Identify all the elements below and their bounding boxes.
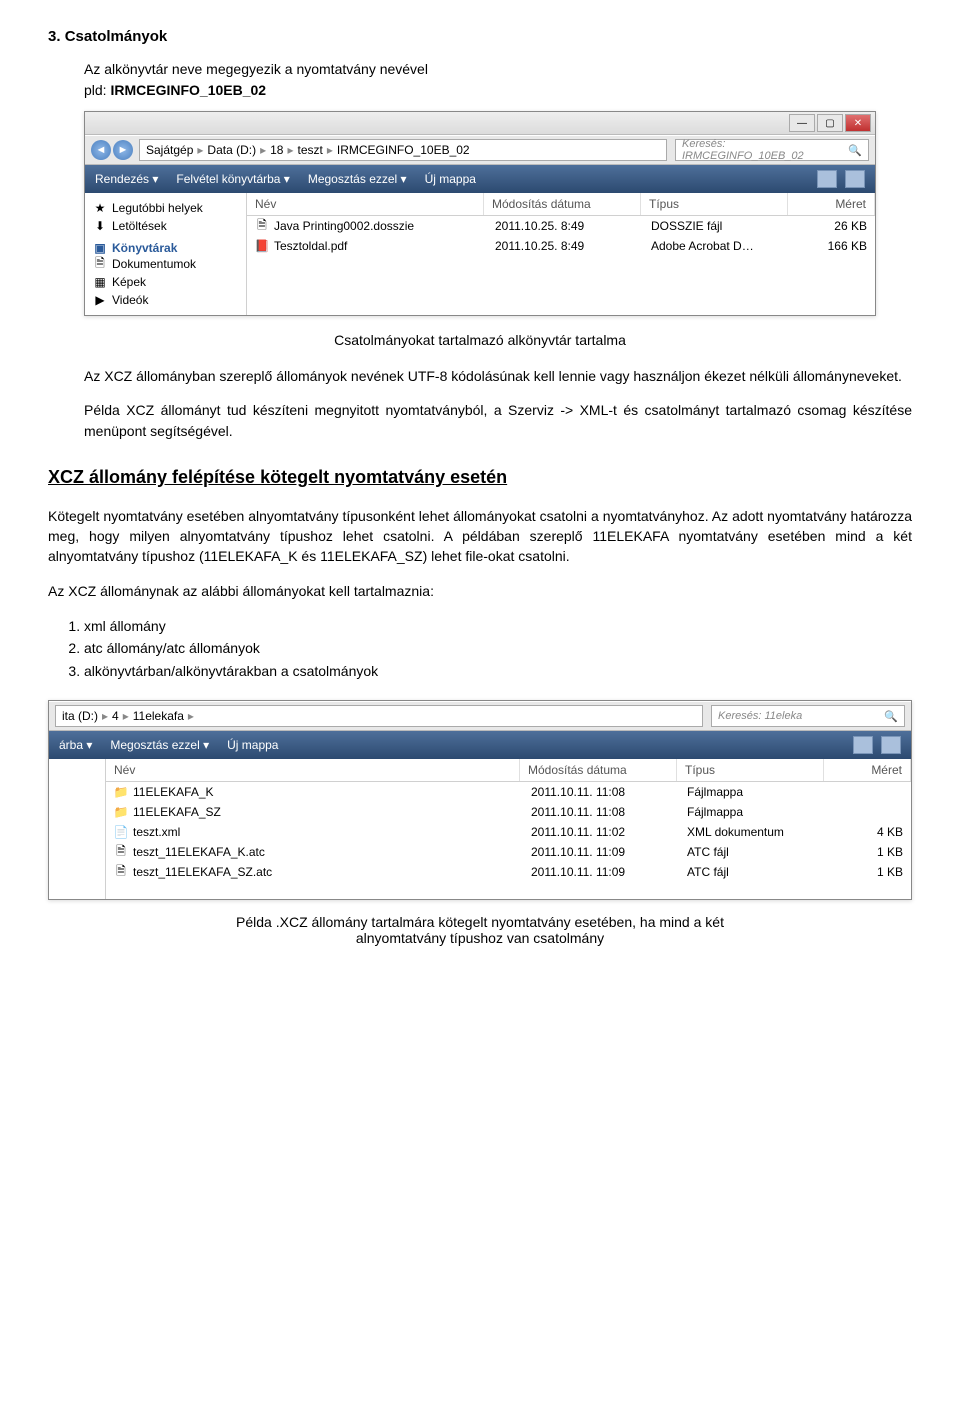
screenshot1-caption: Csatolmányokat tartalmazó alkönyvtár tar… [48, 332, 912, 348]
file-icon: 🗎 [114, 865, 128, 879]
star-icon: ★ [93, 201, 107, 215]
maximize-button[interactable]: ▢ [817, 114, 843, 132]
pdf-icon: 📕 [255, 239, 269, 253]
pic-icon: ▦ [93, 275, 107, 289]
intro-line2: pld: IRMCEGINFO_10EB_02 [84, 80, 912, 101]
xml-icon: 📄 [114, 825, 128, 839]
breadcrumb[interactable]: ita (D:)▸ 4▸ 11elekafa▸ [55, 705, 703, 727]
column-date[interactable]: Módosítás dátuma [484, 193, 641, 215]
sort-button[interactable]: Rendezés ▾ [95, 172, 158, 186]
sidebar-documents[interactable]: 🗎 Dokumentumok [93, 255, 238, 273]
file-list-ol: xml állomány atc állomány/atc állományok… [66, 615, 912, 682]
heading-xcz: XCZ állomány felépítése kötegelt nyomtat… [48, 467, 912, 488]
file-list-header: Név Módosítás dátuma Típus Méret [247, 193, 875, 216]
column-size[interactable]: Méret [824, 759, 911, 781]
address-bar: ◄ ► Sajátgép▸ Data (D:)▸ 18▸ teszt▸ IRMC… [85, 135, 875, 165]
nav-back-icon[interactable]: ◄ [91, 140, 111, 160]
view-preview-icon[interactable] [881, 736, 901, 754]
sidebar-recent[interactable]: ★ Legutóbbi helyek [93, 199, 238, 217]
column-name[interactable]: Név [106, 759, 520, 781]
sidebar-pictures[interactable]: ▦ Képek [93, 273, 238, 291]
paragraph-example: Példa XCZ állományt tud készíteni megnyi… [84, 400, 912, 441]
section-title: 3. Csatolmányok [48, 28, 912, 45]
file-list-header: Név Módosítás dátuma Típus Méret [106, 759, 911, 782]
file-row[interactable]: 🗎teszt_11ELEKAFA_SZ.atc 2011.10.11. 11:0… [106, 862, 911, 882]
explorer-toolbar: Rendezés ▾ Felvétel könyvtárba ▾ Megoszt… [85, 165, 875, 193]
view-details-icon[interactable] [817, 170, 837, 188]
vid-icon: ▶ [93, 293, 107, 307]
new-folder-button[interactable]: Új mappa [227, 738, 278, 752]
intro-block: Az alkönyvtár neve megegyezik a nyomtatv… [84, 59, 912, 101]
file-row[interactable]: 🗎teszt_11ELEKAFA_K.atc 2011.10.11. 11:09… [106, 842, 911, 862]
section-name: Csatolmányok [65, 28, 168, 45]
paragraph-batch: Kötegelt nyomtatvány esetében alnyomtatv… [48, 506, 912, 567]
chevron-icon: ▸ [197, 143, 203, 157]
search-input[interactable]: Keresés: 11eleka 🔍 [711, 705, 905, 727]
search-input[interactable]: Keresés: IRMCEGINFO_10EB_02 🔍 [675, 139, 869, 161]
screenshot2-caption: Példa .XCZ állomány tartalmára kötegelt … [48, 914, 912, 946]
add-to-library-button[interactable]: Felvétel könyvtárba ▾ [176, 172, 289, 186]
add-to-library-button[interactable]: árba ▾ [59, 738, 92, 752]
view-preview-icon[interactable] [845, 170, 865, 188]
file-list: Név Módosítás dátuma Típus Méret 🗎Java P… [247, 193, 875, 315]
column-size[interactable]: Méret [788, 193, 875, 215]
intro-line1: Az alkönyvtár neve megegyezik a nyomtatv… [84, 59, 912, 80]
file-icon: 🗎 [114, 845, 128, 859]
file-list: Név Módosítás dátuma Típus Méret 📁11ELEK… [106, 759, 911, 899]
sidebar-videos[interactable]: ▶ Videók [93, 291, 238, 309]
paragraph-utf8: Az XCZ állományban szereplő állományok n… [84, 366, 912, 386]
search-icon: 🔍 [884, 710, 898, 723]
column-type[interactable]: Típus [677, 759, 824, 781]
share-button[interactable]: Megosztás ezzel ▾ [308, 172, 407, 186]
file-row[interactable]: 📕Tesztoldal.pdf 2011.10.25. 8:49 Adobe A… [247, 236, 875, 256]
new-folder-button[interactable]: Új mappa [425, 172, 476, 186]
nav-forward-icon[interactable]: ► [113, 140, 133, 160]
list-item: xml állomány [84, 615, 912, 637]
file-icon: 🗎 [255, 219, 269, 233]
paragraph-must-contain: Az XCZ állománynak az alábbi állományoka… [48, 581, 912, 601]
window-titlebar: — ▢ ✕ [85, 112, 875, 135]
download-icon: ⬇ [93, 219, 107, 233]
address-bar: ita (D:)▸ 4▸ 11elekafa▸ Keresés: 11eleka… [49, 701, 911, 731]
list-item: atc állomány/atc állományok [84, 637, 912, 659]
close-button[interactable]: ✕ [845, 114, 871, 132]
column-date[interactable]: Módosítás dátuma [520, 759, 677, 781]
folder-icon: 📁 [114, 785, 128, 799]
sidebar-libraries[interactable]: ▣ Könyvtárak [93, 241, 238, 255]
explorer-sidebar [49, 759, 106, 899]
folder-icon: 📁 [114, 805, 128, 819]
explorer-sidebar: ★ Legutóbbi helyek ⬇ Letöltések ▣ Könyvt… [85, 193, 247, 315]
minimize-button[interactable]: — [789, 114, 815, 132]
breadcrumb[interactable]: Sajátgép▸ Data (D:)▸ 18▸ teszt▸ IRMCEGIN… [139, 139, 667, 161]
file-row[interactable]: 🗎Java Printing0002.dosszie 2011.10.25. 8… [247, 216, 875, 236]
column-name[interactable]: Név [247, 193, 484, 215]
explorer-toolbar: árba ▾ Megosztás ezzel ▾ Új mappa [49, 731, 911, 759]
search-icon: 🔍 [848, 144, 862, 157]
explorer-screenshot-1: — ▢ ✕ ◄ ► Sajátgép▸ Data (D:)▸ 18▸ teszt… [84, 111, 876, 316]
file-row[interactable]: 📁11ELEKAFA_K 2011.10.11. 11:08 Fájlmappa [106, 782, 911, 802]
view-details-icon[interactable] [853, 736, 873, 754]
doc-icon: 🗎 [93, 257, 107, 271]
file-row[interactable]: 📄teszt.xml 2011.10.11. 11:02 XML dokumen… [106, 822, 911, 842]
sidebar-downloads[interactable]: ⬇ Letöltések [93, 217, 238, 235]
section-number: 3. [48, 28, 61, 45]
column-type[interactable]: Típus [641, 193, 788, 215]
share-button[interactable]: Megosztás ezzel ▾ [110, 738, 209, 752]
explorer-screenshot-2: ita (D:)▸ 4▸ 11elekafa▸ Keresés: 11eleka… [48, 700, 912, 900]
file-row[interactable]: 📁11ELEKAFA_SZ 2011.10.11. 11:08 Fájlmapp… [106, 802, 911, 822]
list-item: alkönyvtárban/alkönyvtárakban a csatolmá… [84, 660, 912, 682]
